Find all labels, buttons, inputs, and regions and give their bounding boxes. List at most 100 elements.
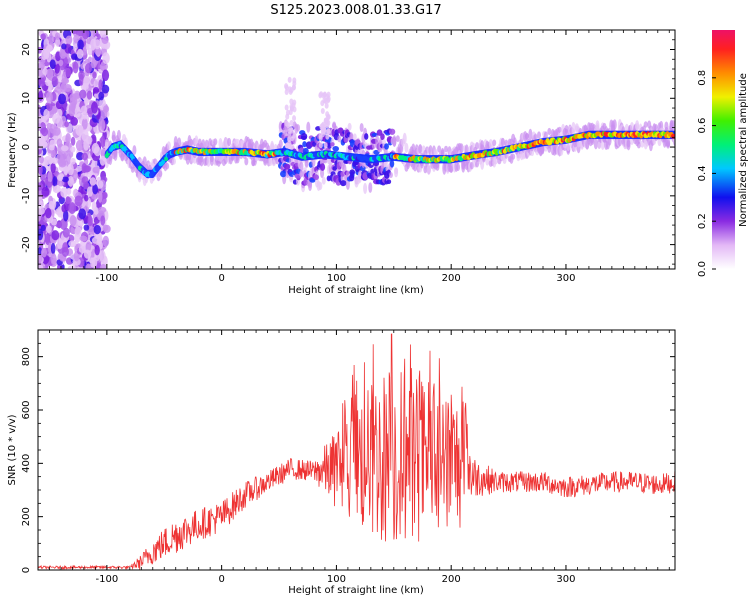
colorbar-tick-label: 0.6 [697,118,708,134]
turbulence-blob [320,163,326,171]
noise-blob [45,225,52,234]
colorbar: 0.0 0.2 0.4 0.6 0.8 Normalized spectral ampl… [697,30,749,277]
halo-blob [435,163,440,171]
noise-blob [102,235,110,247]
snr-y-tick-label: 0 [21,567,32,573]
halo-blob [192,156,197,164]
spectrogram-x-tick-label: -100 [96,273,119,284]
noise-blob [50,253,57,266]
plume-blob [323,117,328,124]
snr-series [38,333,675,570]
noise-blob [58,160,67,168]
plume-blob [325,111,330,118]
noise-blob [68,240,77,248]
noise-blob [52,185,61,194]
noise-blob [49,59,56,70]
halo-blob [464,144,469,155]
plume-blob [318,142,323,149]
noise-blob [38,77,46,87]
halo-blob [116,129,121,142]
halo-blob [643,121,648,128]
noise-blob [90,134,97,145]
spectrogram-y-axis-label: Frequency (Hz) [7,112,18,188]
noise-blob [102,52,110,65]
halo-blob [345,179,350,190]
halo-blob [165,162,170,170]
noise-blob [56,238,63,250]
snr-y-axis-label: SNR (10 * v/v) [7,414,18,485]
noise-blob [91,236,100,244]
colorbar-tick-label: 0.8 [697,70,708,86]
halo-blob [511,153,516,160]
plume-blob [289,98,294,105]
noise-blob [70,146,76,153]
noise-blob [72,169,78,182]
turbulence-blob [364,133,369,140]
noise-blob [91,201,97,212]
halo-blob [206,157,211,167]
halo-blob [528,128,533,141]
halo-blob [363,182,368,195]
noise-blob [56,138,63,148]
noise-blob [98,79,103,90]
turbulence-blob [349,169,356,176]
plume-blob [324,102,329,109]
noise-blob [93,224,101,235]
noise-blob [87,110,93,118]
noise-blob [89,177,97,186]
noise-blob [99,30,108,38]
halo-blob [557,126,562,133]
noise-blob [74,226,82,238]
noise-blob [69,215,77,227]
halo-blob [444,145,449,153]
plume-blob [289,103,294,110]
noise-blob [38,62,45,70]
noise-blob [65,35,73,45]
plume-blob [323,129,328,136]
halo-blob [318,181,323,191]
noise-blob [87,47,93,56]
noise-blob [92,166,100,174]
noise-blob [76,48,84,59]
halo-blob [671,120,675,132]
spectrogram-y-tick-label: -10 [21,188,32,204]
noise-blob [100,135,106,148]
halo-blob [227,137,232,147]
noise-blob [101,191,108,199]
snr-x-axis-label: Height of straight line (km) [288,585,424,596]
halo-blob [413,161,418,172]
halo-blob [456,163,461,172]
noise-blob [81,117,88,130]
noise-blob [46,68,54,81]
noise-blob [38,200,45,208]
halo-blob [299,161,304,172]
spectrogram-heatmap [38,30,675,269]
noise-blob [38,253,43,264]
noise-blob [98,91,105,101]
noise-blob [56,116,63,129]
noise-blob [38,123,42,131]
noise-blob [86,186,93,197]
turbulence-blob [380,133,385,141]
halo-blob [480,140,485,150]
noise-blob [92,257,98,268]
noise-blob [38,46,43,54]
noise-blob [73,34,80,44]
halo-blob [449,165,454,174]
noise-blob [45,78,51,87]
noise-blob [83,138,90,151]
noise-blob [68,105,76,117]
halo-blob [268,158,273,167]
snr-ticks: -100 0 100 200 300 0 200 400 600 800 [21,329,675,585]
noise-blob [72,61,79,74]
halo-blob [566,143,571,151]
spectrogram-x-tick-label: 100 [327,273,346,284]
halo-blob [469,161,474,170]
halo-blob [132,145,137,156]
noise-blob [97,206,107,214]
halo-blob [199,155,204,163]
halo-blob [612,119,617,130]
